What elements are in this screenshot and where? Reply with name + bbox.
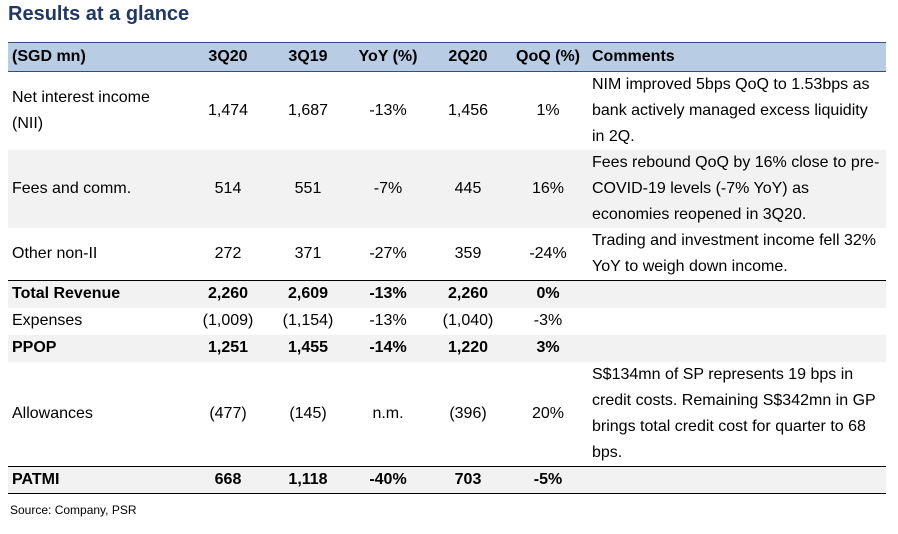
row-label: Net interest income (NII) [12,89,150,132]
table-row: Total Revenue 2,260 2,609 -13% 2,260 0% [8,280,886,308]
cell-2q20: 1,456 [447,102,489,119]
cell-2q20: (396) [449,404,487,422]
cell-comment: Trading and investment income fell 32% Y… [592,232,876,275]
table-row: Fees and comm. 514 551 -7% 445 16% Fees … [8,150,886,228]
row-label: PPOP [12,339,57,356]
cell-2q20: 1,220 [447,339,489,356]
cell-qoq: -24% [529,245,567,262]
cell-qoq: 20% [531,404,565,422]
cell-qoq: 1% [536,102,560,119]
header-comments: Comments [588,42,886,72]
header-unit: (SGD mn) [8,42,188,72]
cell-3q19: 1,455 [287,339,329,356]
cell-comment: S$134mn of SP represents 19 bps in credi… [592,365,876,461]
cell-3q19: 2,609 [268,280,348,308]
page-title: Results at a glance [8,3,190,25]
cell-3q20: (1,009) [202,312,254,329]
cell-qoq: -5% [508,465,588,494]
cell-3q20: 668 [188,465,268,494]
cell-yoy: -7% [373,180,403,197]
cell-comment [588,335,886,362]
row-label: Total Revenue [8,280,188,308]
table-row: PATMI 668 1,118 -40% 703 -5% [8,465,886,494]
cell-comment [588,465,886,494]
cell-3q20: 272 [214,245,242,262]
cell-2q20: 2,260 [428,280,508,308]
cell-3q20: 514 [214,180,242,197]
cell-2q20: 359 [454,245,482,262]
header-3q19: 3Q19 [268,42,348,72]
table-header-row: (SGD mn) 3Q20 3Q19 YoY (%) 2Q20 QoQ (%) … [8,42,886,72]
cell-comment [588,308,886,335]
header-qoq: QoQ (%) [508,42,588,72]
header-2q20: 2Q20 [428,42,508,72]
cell-3q19: 371 [294,245,322,262]
cell-qoq: 16% [531,180,565,197]
cell-yoy: -13% [348,280,428,308]
table-row: Expenses (1,009) (1,154) -13% (1,040) -3… [8,308,886,335]
cell-2q20: (1,040) [442,312,494,329]
table-row: PPOP 1,251 1,455 -14% 1,220 3% [8,334,886,362]
source-note: Source: Company, PSR [10,503,137,517]
cell-qoq: 0% [508,280,588,308]
cell-3q19: 1,687 [287,102,329,119]
cell-yoy: -13% [369,312,407,329]
row-label: Expenses [12,312,83,329]
table-row: Other non-II 272 371 -27% 359 -24% Tradi… [8,228,886,281]
row-label: Fees and comm. [12,180,132,197]
cell-yoy: n.m. [372,404,404,422]
cell-3q19: (1,154) [282,312,334,329]
cell-3q20: 1,474 [207,102,249,119]
table-row: Net interest income (NII) 1,474 1,687 -1… [8,72,886,151]
table-row: Allowances (477) (145) n.m. (396) 20% S$… [8,362,886,467]
cell-qoq: -3% [533,312,563,329]
cell-2q20: 703 [428,465,508,494]
cell-3q20: 1,251 [207,339,249,356]
cell-yoy: -14% [369,339,407,356]
cell-comment: Fees rebound QoQ by 16% close to pre-COV… [592,154,880,223]
row-label: Other non-II [12,245,98,262]
row-label: Allowances [12,404,93,422]
header-yoy: YoY (%) [348,42,428,72]
cell-comment: NIM improved 5bps QoQ to 1.53bps as bank… [592,76,870,145]
header-3q20: 3Q20 [188,42,268,72]
cell-3q20: 2,260 [188,280,268,308]
cell-3q19: 551 [294,180,322,197]
cell-qoq: 3% [536,339,560,356]
cell-3q19: 1,118 [268,465,348,494]
results-table: (SGD mn) 3Q20 3Q19 YoY (%) 2Q20 QoQ (%) … [8,42,886,494]
row-label: PATMI [8,465,188,494]
cell-comment [588,280,886,308]
cell-3q19: (145) [289,404,327,422]
cell-2q20: 445 [454,180,482,197]
cell-yoy: -27% [369,245,407,262]
cell-yoy: -13% [369,102,407,119]
cell-yoy: -40% [348,465,428,494]
cell-3q20: (477) [209,404,247,422]
